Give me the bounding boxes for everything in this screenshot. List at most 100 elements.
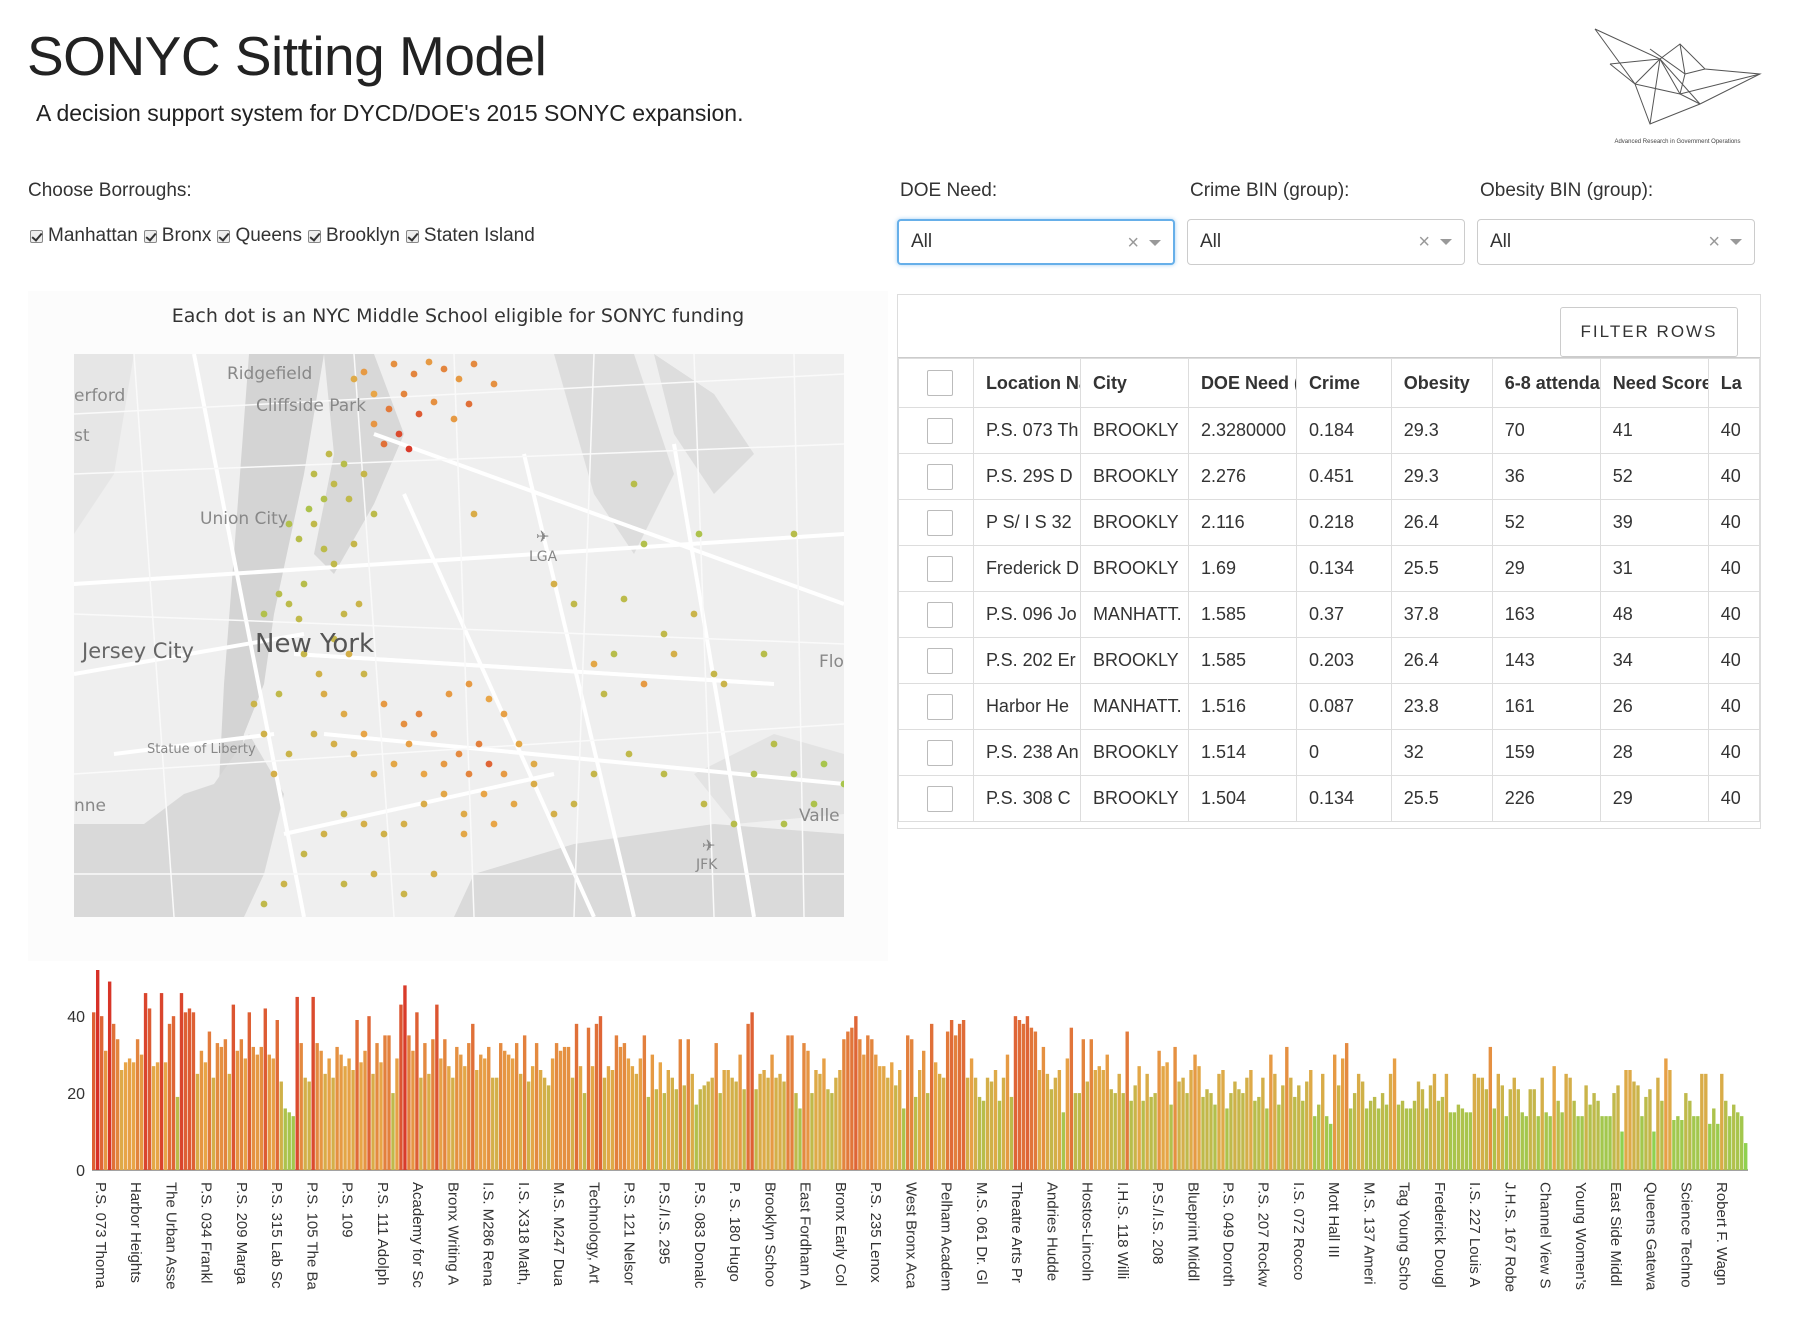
bar[interactable] [387,1035,391,1170]
bar[interactable] [766,1077,770,1170]
school-dot[interactable] [550,810,558,818]
bar[interactable] [1560,1112,1564,1170]
school-dot[interactable] [300,850,308,858]
bar[interactable] [1081,1039,1085,1170]
school-dot[interactable] [340,880,348,888]
bar[interactable] [550,1058,555,1170]
bar[interactable] [1636,1085,1640,1170]
bar[interactable] [1544,1112,1548,1170]
bar[interactable] [311,996,315,1170]
checkbox-checked-icon[interactable] [217,229,231,243]
bar[interactable] [562,1046,567,1170]
school-dot[interactable] [340,460,348,468]
bar[interactable] [363,1050,367,1170]
bar[interactable] [1021,1023,1026,1170]
bar[interactable] [698,1089,702,1170]
school-dot[interactable] [465,680,473,688]
bar[interactable] [782,1081,786,1170]
bar[interactable] [1420,1089,1425,1170]
school-dot[interactable] [590,770,598,778]
bar[interactable] [495,1077,499,1170]
school-dot[interactable] [370,420,378,428]
bar[interactable] [574,1023,579,1170]
bar[interactable] [961,1020,966,1170]
bar[interactable] [1588,1104,1592,1170]
school-dot[interactable] [840,780,844,788]
bar[interactable] [910,1039,914,1170]
bar[interactable] [758,1073,762,1170]
school-dot[interactable] [425,358,433,366]
bar[interactable] [1057,1070,1062,1170]
bar[interactable] [558,1050,563,1170]
bar[interactable] [642,1035,647,1170]
school-dot[interactable] [405,740,413,748]
school-dot[interactable] [760,650,768,658]
bar[interactable] [1376,1108,1381,1170]
school-dot[interactable] [330,740,338,748]
bar[interactable] [630,1066,635,1170]
bar[interactable] [419,1077,423,1170]
school-dot[interactable] [260,730,268,738]
school-dot[interactable] [315,670,323,678]
bar[interactable] [1352,1093,1357,1170]
bar[interactable] [287,1112,291,1170]
row-select-cell[interactable] [898,775,974,822]
bar[interactable] [391,1093,395,1170]
school-dot[interactable] [500,710,508,718]
bar[interactable] [92,1012,96,1170]
bar[interactable] [139,1054,144,1170]
bar[interactable] [810,1093,814,1170]
row-checkbox[interactable] [927,693,953,720]
bar[interactable] [319,1050,323,1170]
bar[interactable] [1137,1066,1141,1170]
bar[interactable] [1125,1031,1129,1170]
bar[interactable] [1045,1073,1050,1170]
bar[interactable] [1368,1100,1373,1170]
bar[interactable] [359,1062,363,1170]
bar[interactable] [1400,1100,1405,1170]
bar[interactable] [1604,1116,1608,1170]
bar[interactable] [1197,1066,1201,1170]
clear-icon[interactable]: × [1708,231,1720,253]
school-dot[interactable] [420,800,428,808]
bar[interactable] [99,1016,104,1170]
bar[interactable] [367,1016,371,1170]
bar[interactable] [1716,1123,1720,1170]
bar[interactable] [1436,1100,1441,1170]
bar[interactable] [534,1043,539,1170]
school-dot[interactable] [790,530,798,538]
bar[interactable] [1364,1108,1369,1170]
bar[interactable] [953,1035,958,1170]
school-dot[interactable] [460,810,468,818]
row-select-cell[interactable] [898,729,974,776]
bar[interactable] [929,1023,934,1170]
school-dot[interactable] [275,690,283,698]
bar[interactable] [1177,1081,1181,1170]
school-dot[interactable] [570,800,578,808]
bar[interactable] [726,1070,730,1170]
bar[interactable] [1396,1104,1401,1170]
bar[interactable] [471,1023,475,1170]
bar[interactable] [1261,1077,1265,1170]
bar[interactable] [263,1008,267,1170]
bar[interactable] [227,1073,232,1170]
bar[interactable] [247,1012,252,1170]
bar[interactable] [1165,1062,1169,1170]
bar[interactable] [902,1108,906,1170]
bar[interactable] [1117,1073,1121,1170]
table-row[interactable]: P.S. 29S D BROOKLY 2.276 0.451 29.3 36 52 40 [898,453,1760,500]
bar[interactable] [1372,1096,1377,1170]
bar[interactable] [730,1077,734,1170]
bar[interactable] [1217,1073,1221,1170]
bar[interactable] [1552,1066,1556,1170]
bar[interactable] [918,1070,922,1170]
school-dot[interactable] [415,410,423,418]
bar[interactable] [255,1054,259,1170]
table-row[interactable]: P.S. 202 Er BROOKLY 1.585 0.203 26.4 143 34 40 [898,637,1760,684]
bar[interactable] [1265,1108,1269,1170]
school-dot[interactable] [400,820,408,828]
bar[interactable] [742,1089,746,1170]
school-dot[interactable] [730,820,738,828]
bar[interactable] [1253,1100,1257,1170]
row-checkbox[interactable] [927,785,953,812]
